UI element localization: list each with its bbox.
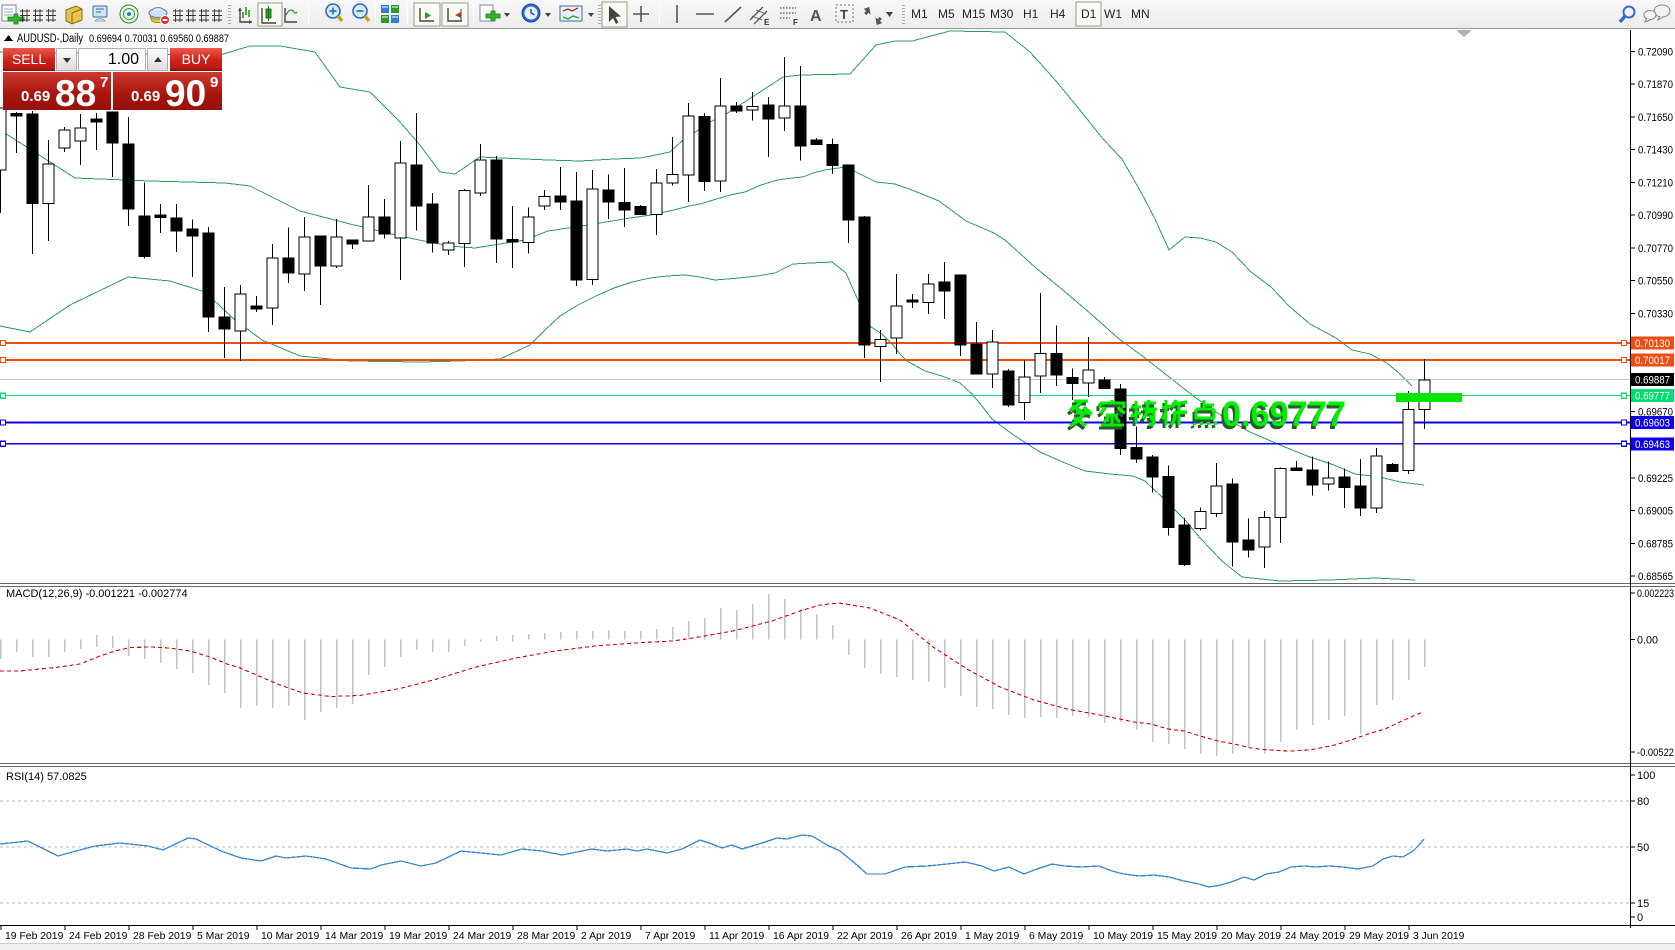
svg-text:29 May 2019: 29 May 2019	[1349, 931, 1409, 942]
svg-text:MN: MN	[1131, 7, 1150, 21]
svg-text:T: T	[840, 7, 848, 22]
svg-text:24 Feb 2019: 24 Feb 2019	[69, 931, 128, 942]
svg-text:1 May 2019: 1 May 2019	[965, 931, 1020, 942]
svg-text:0.69777: 0.69777	[1635, 391, 1670, 403]
svg-text:26 Apr 2019: 26 Apr 2019	[901, 931, 957, 942]
svg-text:A: A	[810, 8, 822, 25]
svg-text:2 Apr 2019: 2 Apr 2019	[581, 931, 631, 942]
svg-text:100: 100	[1637, 770, 1655, 782]
svg-text:0.71430: 0.71430	[1638, 145, 1673, 157]
svg-text:0.68565: 0.68565	[1638, 571, 1673, 583]
svg-text:0.69694 0.70031 0.69560 0.6988: 0.69694 0.70031 0.69560 0.69887	[89, 33, 229, 45]
svg-text:W1: W1	[1104, 7, 1122, 21]
svg-text:0.69777: 0.69777	[1222, 395, 1346, 434]
svg-text:E: E	[764, 18, 770, 27]
svg-text:19 Mar 2019: 19 Mar 2019	[389, 931, 448, 942]
svg-text:7 Apr 2019: 7 Apr 2019	[645, 931, 695, 942]
svg-text:14 Mar 2019: 14 Mar 2019	[325, 931, 384, 942]
svg-text:0.69670: 0.69670	[1638, 407, 1673, 419]
svg-text:10 Mar 2019: 10 Mar 2019	[261, 931, 320, 942]
svg-text:0.69603: 0.69603	[1635, 418, 1670, 430]
svg-text:H1: H1	[1023, 7, 1039, 21]
svg-text:0.72090: 0.72090	[1638, 46, 1673, 58]
svg-text:0.70770: 0.70770	[1638, 243, 1673, 255]
svg-text:0: 0	[1637, 912, 1643, 924]
svg-text:D1: D1	[1081, 7, 1097, 21]
svg-text:M30: M30	[990, 7, 1014, 21]
svg-text:H4: H4	[1050, 7, 1066, 21]
svg-text:MACD(12,26,9) -0.001221 -0.002: MACD(12,26,9) -0.001221 -0.002774	[6, 588, 188, 600]
svg-text:15 May 2019: 15 May 2019	[1157, 931, 1217, 942]
svg-text:0.71650: 0.71650	[1638, 112, 1673, 124]
svg-text:0.70130: 0.70130	[1635, 338, 1670, 350]
svg-text:0.69463: 0.69463	[1635, 439, 1670, 451]
svg-text:0.70990: 0.70990	[1638, 210, 1673, 222]
svg-text:0.00: 0.00	[1637, 635, 1658, 647]
svg-text:50: 50	[1637, 842, 1649, 854]
svg-text:AUDUSD-,Daily: AUDUSD-,Daily	[17, 33, 83, 45]
svg-text:16 Apr 2019: 16 Apr 2019	[773, 931, 829, 942]
svg-text:28 Feb 2019: 28 Feb 2019	[133, 931, 192, 942]
svg-text:0.70017: 0.70017	[1635, 355, 1670, 367]
svg-text:0.71870: 0.71870	[1638, 79, 1673, 91]
svg-text:20 May 2019: 20 May 2019	[1221, 931, 1281, 942]
svg-text:0.69225: 0.69225	[1638, 473, 1673, 485]
svg-text:24 May 2019: 24 May 2019	[1285, 931, 1345, 942]
svg-text:22 Apr 2019: 22 Apr 2019	[837, 931, 893, 942]
svg-text:0.69005: 0.69005	[1638, 506, 1673, 518]
svg-text:11 Apr 2019: 11 Apr 2019	[709, 931, 764, 942]
svg-text:3 Jun 2019: 3 Jun 2019	[1413, 931, 1465, 942]
svg-text:6 May 2019: 6 May 2019	[1029, 931, 1084, 942]
svg-text:5 Mar 2019: 5 Mar 2019	[197, 931, 250, 942]
svg-text:0.70330: 0.70330	[1638, 308, 1673, 320]
svg-text:15: 15	[1637, 898, 1649, 910]
svg-text:28 Mar 2019: 28 Mar 2019	[517, 931, 576, 942]
svg-text:0.70550: 0.70550	[1638, 276, 1673, 288]
svg-text:M1: M1	[911, 7, 928, 21]
svg-text:10 May 2019: 10 May 2019	[1093, 931, 1153, 942]
svg-text:80: 80	[1637, 796, 1649, 808]
svg-text:M5: M5	[938, 7, 955, 21]
svg-text:24 Mar 2019: 24 Mar 2019	[453, 931, 512, 942]
svg-text:0.68785: 0.68785	[1638, 538, 1673, 550]
svg-text:0.69887: 0.69887	[1635, 374, 1670, 386]
svg-text:0.71210: 0.71210	[1638, 177, 1673, 189]
svg-text:0.002223: 0.002223	[1637, 588, 1674, 600]
svg-text:19 Feb 2019: 19 Feb 2019	[5, 931, 64, 942]
svg-text:-0.00522: -0.00522	[1637, 747, 1674, 759]
svg-text:M15: M15	[962, 7, 986, 21]
svg-text:RSI(14) 57.0825: RSI(14) 57.0825	[6, 771, 87, 783]
svg-text:F: F	[793, 18, 798, 27]
